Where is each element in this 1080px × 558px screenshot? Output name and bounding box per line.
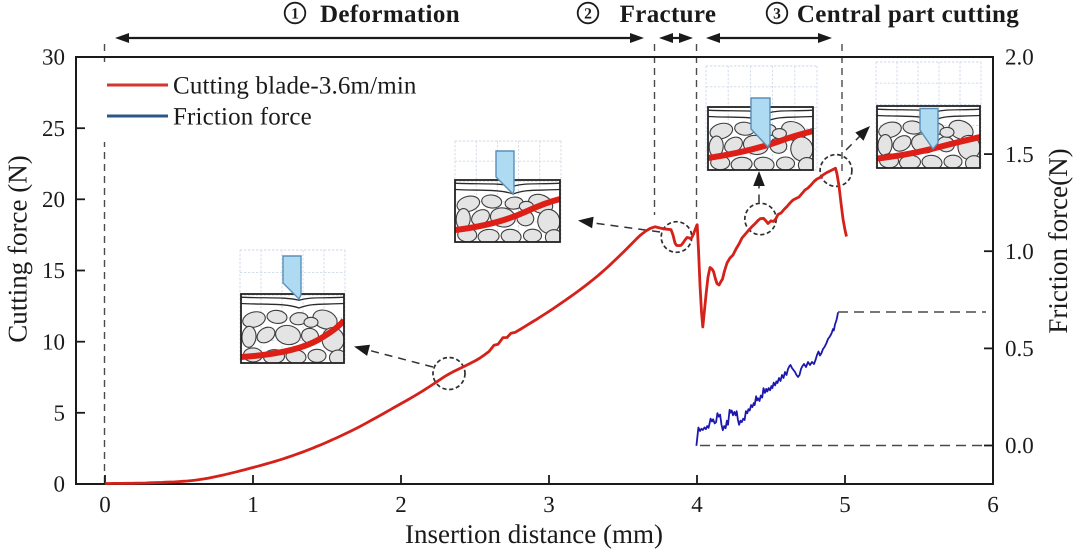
svg-text:Cutting blade-3.6m/min: Cutting blade-3.6m/min: [173, 73, 417, 100]
svg-text:15: 15: [42, 258, 65, 283]
svg-text:Fracture: Fracture: [620, 1, 717, 28]
svg-text:2: 2: [395, 492, 407, 517]
svg-text:Cutting force (N): Cutting force (N): [3, 155, 33, 342]
svg-text:Insertion distance (mm): Insertion distance (mm): [405, 519, 663, 549]
svg-text:4: 4: [691, 492, 703, 517]
svg-text:0: 0: [99, 492, 111, 517]
svg-text:Deformation: Deformation: [320, 1, 460, 28]
svg-text:0.5: 0.5: [1005, 336, 1034, 361]
svg-text:Friction force(N): Friction force(N): [1043, 148, 1073, 333]
svg-text:Central part cutting: Central part cutting: [797, 1, 1019, 28]
svg-text:5: 5: [839, 492, 851, 517]
svg-text:25: 25: [42, 116, 65, 141]
svg-text:0: 0: [54, 472, 66, 497]
svg-text:5: 5: [54, 401, 66, 426]
svg-text:1: 1: [247, 492, 259, 517]
svg-text:20: 20: [42, 187, 65, 212]
svg-text:1: 1: [291, 6, 299, 23]
svg-text:2: 2: [584, 6, 592, 23]
svg-text:2.0: 2.0: [1005, 45, 1034, 70]
svg-text:Friction force: Friction force: [173, 104, 312, 131]
svg-text:1.0: 1.0: [1005, 239, 1034, 264]
svg-text:6: 6: [987, 492, 999, 517]
svg-text:3: 3: [543, 492, 555, 517]
svg-text:10: 10: [42, 329, 65, 354]
svg-text:0.0: 0.0: [1005, 433, 1034, 458]
svg-text:3: 3: [773, 6, 781, 23]
svg-text:30: 30: [42, 45, 65, 70]
svg-text:1.5: 1.5: [1005, 142, 1034, 167]
